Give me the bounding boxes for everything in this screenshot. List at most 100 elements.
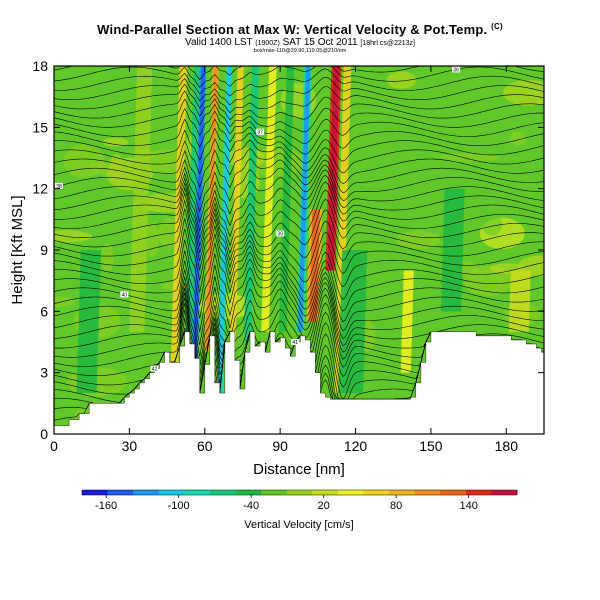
isentrope-line — [54, 282, 544, 367]
x-tick-label: 180 — [495, 438, 519, 454]
x-tick-label: 60 — [197, 438, 213, 454]
isentrope-line — [54, 192, 544, 255]
isentrope-label: 39 — [277, 232, 283, 238]
velocity-patch — [509, 131, 526, 146]
terrain-mask — [54, 331, 544, 434]
chart-title: Wind-Parallel Section at Max W: Vertical… — [0, 22, 600, 37]
isentrope-line — [54, 218, 544, 283]
velocity-plume-core — [327, 66, 340, 271]
chart-title-text: Wind-Parallel Section at Max W: Vertical… — [97, 22, 488, 37]
isentrope-line — [54, 260, 544, 333]
velocity-patch — [463, 266, 513, 297]
isentrope-line — [54, 98, 544, 133]
plot-area: 42 41 40 39 38 37 36 — [54, 66, 544, 434]
y-tick-label: 0 — [40, 426, 48, 442]
isentrope-label: 42 — [152, 367, 158, 373]
meta-line: box/max-110@39.90,119.05@210/nm — [253, 48, 347, 54]
velocity-patch — [157, 217, 178, 248]
colorbar-swatch — [133, 490, 160, 495]
colorbar-tick-label: 140 — [459, 500, 477, 512]
colorbar-frame — [81, 489, 518, 496]
isentrope-line — [54, 76, 544, 106]
velocity-plume — [129, 66, 153, 332]
colorbar-swatch — [82, 490, 108, 495]
isentrope-label: 37 — [257, 130, 263, 136]
velocity-plume-core — [297, 66, 311, 332]
velocity-patch — [54, 230, 93, 243]
isentrope-label-box — [120, 291, 129, 298]
y-tick-label: 18 — [32, 58, 48, 74]
isentrope-line — [54, 148, 544, 188]
velocity-patch — [145, 222, 159, 258]
isentrope-line — [54, 287, 544, 376]
colorbar-swatch — [491, 490, 518, 495]
x-tick-label: 120 — [344, 438, 368, 454]
colorbar-swatch — [389, 490, 415, 495]
isentrope-label-box — [452, 66, 461, 73]
isentrope-line — [54, 66, 544, 88]
isentrope-label-box — [55, 182, 63, 189]
colorbar-swatch — [414, 490, 441, 495]
y-tick-label: 6 — [40, 303, 48, 319]
isentrope-line — [54, 138, 544, 175]
isentrope-label: 40 — [122, 292, 128, 298]
isentrope-line — [54, 68, 544, 97]
colorbar-swatch — [107, 490, 134, 495]
colorbar-swatch — [312, 490, 339, 495]
subtitle-forecast: [18hrl cs@2213z] — [360, 40, 415, 47]
isentrope-line — [54, 269, 544, 345]
velocity-plume — [243, 66, 260, 342]
velocity-plume — [337, 250, 368, 394]
velocity-patch — [503, 79, 544, 106]
colorbar-tick-label: -160 — [95, 500, 117, 512]
isentrope-line — [54, 208, 544, 271]
isentrope-line — [54, 118, 544, 155]
isentrope-line — [54, 186, 544, 247]
colorbar-swatch — [363, 490, 390, 495]
isentrope-label-box — [256, 128, 265, 135]
isentrope-label: 41 — [292, 340, 298, 346]
isentrope-line — [54, 127, 544, 164]
x-tick-label: 150 — [419, 438, 443, 454]
velocity-patch — [515, 185, 544, 198]
subtitle-date: SAT 15 Oct 2011 — [282, 37, 358, 48]
y-tick-label: 9 — [40, 242, 48, 258]
isentrope-line — [54, 199, 544, 262]
colorbar-label: Vertical Velocity [cm/s] — [244, 519, 353, 531]
velocity-plume — [440, 188, 465, 312]
isentrope-line — [54, 164, 544, 213]
isentrope-line — [54, 228, 544, 293]
isentrope-line — [54, 175, 544, 232]
x-tick-label: 30 — [122, 438, 138, 454]
isentrope-line — [54, 83, 544, 114]
x-axis-label: Distance [nm] — [253, 461, 345, 478]
isentrope-labels: 42 41 40 39 38 37 36 — [55, 66, 461, 373]
subtitle-time-code: (1900Z) — [255, 40, 280, 47]
isentrope-contours — [54, 66, 544, 421]
isentrope-label-box — [291, 339, 300, 345]
colorbar-tick-label: -40 — [243, 500, 259, 512]
isentrope-line — [54, 158, 544, 201]
velocity-plume — [400, 270, 414, 373]
velocity-plume — [508, 270, 531, 332]
velocity-patch — [386, 71, 417, 89]
isentrope-label: 38 — [56, 184, 62, 190]
isentrope-label: 36 — [453, 67, 459, 73]
colorbar-swatch — [440, 490, 467, 495]
x-tick-label: 0 — [50, 438, 58, 454]
isentrope-line — [54, 276, 544, 357]
y-axis-label: Height [Kft MSL] — [9, 195, 26, 304]
colorbar-swatch — [184, 490, 211, 495]
colorbar-swatch — [261, 490, 288, 495]
colorbar-swatch — [286, 490, 313, 495]
colorbar-swatch — [158, 490, 185, 495]
colorbar-swatch — [235, 490, 262, 495]
colorbar-swatch — [465, 490, 492, 495]
isentrope-line — [54, 108, 544, 144]
velocity-plume — [170, 66, 188, 363]
velocity-patch — [419, 167, 463, 180]
colorbar-tick-label: 80 — [390, 500, 402, 512]
isentrope-line — [54, 250, 544, 319]
